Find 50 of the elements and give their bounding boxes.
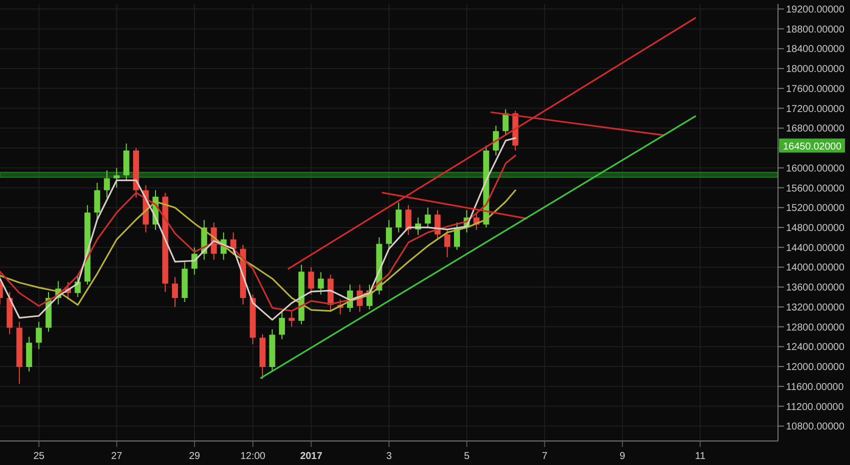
y-tick-label: 11600.00000 [786, 382, 844, 393]
y-tick-label: 18400.00000 [786, 44, 845, 56]
candlestick [104, 170, 110, 198]
y-tick-label: 19200.00000 [786, 4, 845, 16]
y-tick-label: 17600.00000 [786, 84, 845, 95]
y-tick-label: 12400.00000 [786, 342, 845, 354]
y-tick-label: 12800.00000 [786, 322, 845, 334]
candlestick [396, 202, 402, 233]
y-tick-label: 18800.00000 [786, 24, 845, 36]
x-tick-label: 2017 [300, 451, 323, 462]
candlestick [308, 266, 314, 296]
candlestick [444, 229, 450, 258]
y-tick-label: 11200.00000 [786, 402, 844, 413]
x-tick-label: 3 [386, 451, 392, 462]
candlestick [492, 125, 499, 156]
candlestick [288, 311, 295, 328]
candlestick [386, 220, 392, 250]
candlestick [172, 276, 178, 308]
y-tick-label: 16000.00000 [786, 163, 845, 174]
x-tick-label: 25 [33, 451, 45, 462]
candlestick [278, 311, 285, 340]
text: 16450.02000 [783, 142, 842, 153]
candlestick [94, 182, 100, 221]
candlestick [424, 207, 431, 228]
candlestick [36, 321, 42, 350]
candlestick [405, 204, 412, 236]
y-tick-label: 14400.00000 [786, 242, 845, 254]
x-tick-label: 7 [542, 451, 548, 462]
candlestick [114, 167, 120, 188]
x-tick-label: 5 [464, 451, 470, 462]
y-tick-label: 13600.00000 [786, 282, 845, 294]
y-tick-label: 15600.00000 [786, 183, 845, 194]
x-tick-label: 11 [695, 451, 706, 462]
y-tick-label: 12000.00000 [786, 362, 845, 374]
y-tick-label: 16800.00000 [786, 124, 845, 135]
x-tick-label: 9 [620, 451, 626, 462]
y-tick-label: 15200.00000 [786, 203, 845, 214]
y-tick-label: 14000.00000 [786, 262, 845, 274]
x-tick-label: 29 [188, 451, 200, 462]
y-tick-label: 10800.00000 [786, 422, 845, 433]
candlestick [318, 272, 324, 296]
y-tick-label: 13200.00000 [786, 302, 845, 314]
y-tick-label: 14800.00000 [786, 223, 845, 234]
x-tick-label: 12:00 [240, 451, 266, 462]
x-tick-label: 27 [111, 451, 123, 462]
y-tick-label: 18000.00000 [786, 64, 845, 76]
candlestick [502, 108, 509, 136]
candlestick [230, 232, 236, 256]
line-series [0, 189, 516, 312]
y-tick-label: 17200.00000 [786, 104, 845, 115]
